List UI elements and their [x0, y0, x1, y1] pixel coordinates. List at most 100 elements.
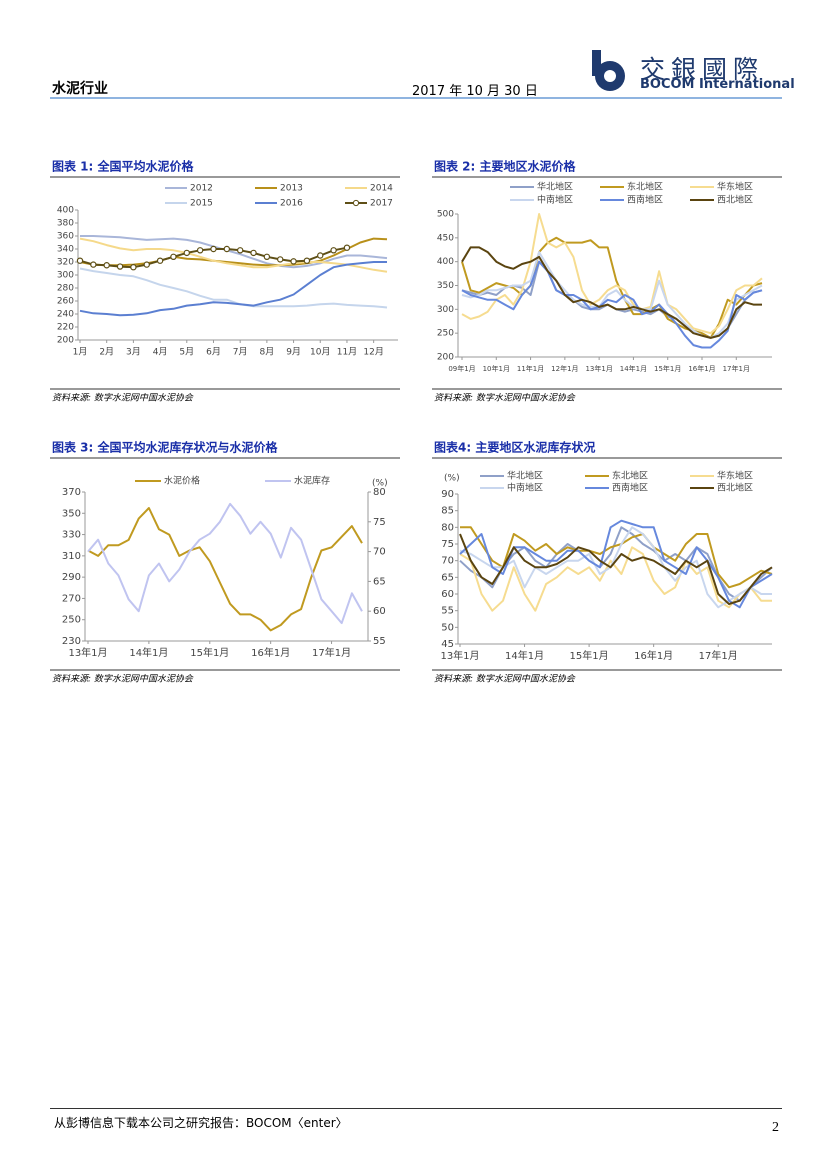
series-line [87, 507, 363, 632]
legend-label: 水泥价格 [164, 475, 200, 487]
y-tick-label: 500 [437, 210, 454, 220]
y-tick-label: 65 [441, 572, 454, 583]
y-tick-label: 350 [437, 281, 454, 291]
x-tick-label: 15年1月 [570, 649, 609, 662]
y-tick-label: 310 [62, 551, 81, 562]
y-tick-label: 60 [441, 589, 454, 600]
x-tick-label: 8月 [260, 347, 275, 358]
x-tick-label: 13年1月 [68, 646, 107, 659]
y-tick-label: 220 [57, 323, 74, 333]
x-tick-label: 12月 [363, 347, 383, 358]
legend-label: 西南地区 [612, 482, 648, 494]
x-tick-label: 15年1月 [654, 364, 681, 373]
y-tick-label: 200 [437, 353, 454, 363]
y2-tick-label: 75 [373, 517, 386, 528]
legend-label: 东北地区 [612, 470, 648, 482]
series-marker [156, 257, 164, 264]
legend-label: 华北地区 [537, 181, 573, 193]
x-tick-label: 10年1月 [483, 364, 510, 373]
chart-title: 图表 3: 全国平均水泥库存状况与水泥价格 [52, 440, 279, 455]
x-tick-label: 16年1月 [688, 364, 715, 373]
legend-label: 2015 [190, 199, 213, 209]
y-tick-label: 380 [57, 219, 74, 229]
y-tick-label: 200 [57, 336, 74, 346]
series-line [461, 260, 763, 349]
x-tick-label: 09年1月 [448, 364, 475, 373]
series-line [461, 246, 762, 339]
footer-text: 从彭博信息下载本公司之研究报告：BOCOM〈enter〉 [54, 1116, 348, 1130]
y-tick-label: 300 [57, 271, 74, 281]
legend-label: 西南地区 [627, 194, 663, 206]
x-tick-label: 17年1月 [312, 646, 351, 659]
y2-tick-label: 65 [373, 576, 386, 587]
y-tick-label: 330 [62, 530, 81, 541]
y-tick-label: 250 [437, 329, 454, 339]
legend-label: 西北地区 [717, 482, 753, 494]
source: 资料来源: 数字水泥网中国水泥协会 [52, 674, 194, 685]
x-tick-label: 5月 [179, 347, 194, 358]
source: 资料来源: 数字水泥网中国水泥协会 [434, 393, 576, 404]
legend-label: 2016 [280, 199, 303, 209]
x-tick-label: 10月 [310, 347, 330, 358]
series-marker [196, 247, 204, 254]
legend-label: 2014 [370, 184, 393, 194]
series-marker [183, 249, 190, 257]
y2-tick-label: 60 [373, 606, 386, 617]
series-marker [330, 247, 337, 254]
legend-label: 华东地区 [717, 181, 753, 193]
x-tick-label: 3月 [126, 347, 141, 358]
series-marker [343, 244, 351, 251]
y-tick-label: 240 [57, 310, 74, 320]
series-marker [210, 245, 217, 253]
header-title: 水泥行业 [52, 81, 108, 97]
x-tick-label: 1月 [73, 347, 88, 358]
series-line [461, 213, 763, 335]
y-tick-label: 270 [62, 593, 81, 604]
y-tick-label: 300 [437, 305, 454, 315]
series-marker [303, 257, 311, 264]
series-marker [90, 261, 97, 268]
y-tick-label: 400 [437, 257, 454, 267]
x-tick-label: 14年1月 [505, 649, 544, 662]
series-marker [263, 253, 271, 261]
y-tick-label: 85 [441, 506, 454, 517]
series-line [459, 526, 772, 609]
series-marker [223, 245, 231, 253]
legend-label: 华北地区 [507, 470, 543, 482]
series-marker [290, 258, 297, 265]
chart-title: 图表 2: 主要地区水泥价格 [434, 159, 577, 174]
legend-label: 东北地区 [627, 181, 663, 193]
legend-marker [352, 199, 360, 207]
footer-rule [50, 1108, 782, 1109]
page-number: 2 [772, 1120, 779, 1135]
series-marker [250, 249, 257, 257]
x-tick-label: 14年1月 [129, 646, 168, 659]
x-tick-label: 11月 [337, 347, 357, 358]
x-tick-label: 9月 [286, 347, 301, 358]
series-line [459, 546, 772, 612]
header-rule [50, 97, 782, 99]
x-tick-label: 16年1月 [251, 646, 290, 659]
series-line [87, 502, 363, 625]
x-tick-label: 17年1月 [723, 364, 750, 373]
series-marker [236, 247, 244, 254]
series-marker [317, 252, 324, 259]
series-line [460, 526, 773, 589]
header-date: 2017 年 10 月 30 日 [412, 84, 538, 99]
x-tick-label: 11年1月 [517, 364, 544, 373]
y-tick-label: 80 [441, 522, 454, 533]
series-line [80, 235, 388, 269]
series-marker [116, 263, 124, 270]
series-marker [130, 263, 137, 271]
legend-label: 中南地区 [537, 194, 573, 206]
series-marker [277, 256, 284, 263]
chart-title: 图表4: 主要地区水泥库存状况 [434, 440, 595, 455]
y-tick-label: 230 [62, 636, 81, 647]
y-tick-label: 45 [441, 639, 454, 650]
y2-axis-label: (%) [372, 479, 388, 489]
x-tick-label: 17年1月 [699, 649, 738, 662]
y-tick-label: 360 [57, 232, 74, 242]
